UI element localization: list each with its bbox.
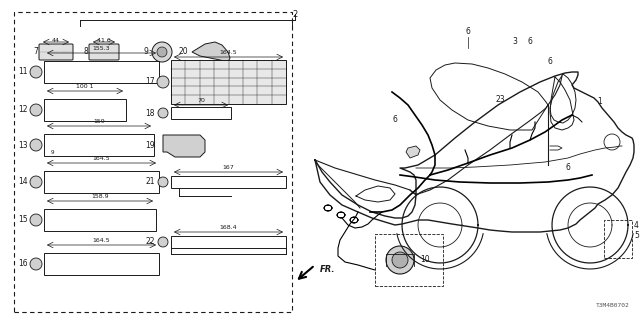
Circle shape [157, 47, 167, 57]
Circle shape [30, 139, 42, 151]
Text: 6: 6 [392, 116, 397, 124]
Text: 19: 19 [145, 141, 155, 150]
Polygon shape [406, 146, 420, 158]
Text: 10: 10 [420, 255, 429, 265]
Circle shape [30, 104, 42, 116]
Text: 12: 12 [19, 106, 28, 115]
Text: 164.5: 164.5 [219, 50, 237, 55]
Bar [44, 209, 156, 231]
Circle shape [158, 237, 168, 247]
Text: 9: 9 [143, 47, 148, 57]
Text: 20: 20 [179, 47, 188, 57]
Text: T3M4B0702: T3M4B0702 [596, 303, 630, 308]
Polygon shape [163, 135, 205, 157]
Circle shape [30, 176, 42, 188]
Bar [375, 234, 443, 286]
Text: 6: 6 [548, 58, 552, 67]
Text: 9: 9 [51, 150, 54, 155]
Text: 164.5: 164.5 [93, 238, 110, 243]
Text: 5: 5 [634, 231, 639, 241]
Text: 6: 6 [465, 28, 470, 36]
Circle shape [604, 134, 620, 150]
Text: 155.3: 155.3 [93, 46, 110, 51]
Circle shape [158, 177, 168, 187]
Bar [44, 171, 159, 193]
Circle shape [30, 66, 42, 78]
Text: 13: 13 [19, 140, 28, 149]
Circle shape [30, 258, 42, 270]
Bar [604, 220, 632, 258]
Text: 159: 159 [93, 119, 105, 124]
Text: 22: 22 [145, 237, 155, 246]
Text: 6: 6 [527, 37, 532, 46]
Bar [44, 61, 159, 83]
Circle shape [392, 252, 408, 268]
Bar [44, 253, 159, 275]
FancyBboxPatch shape [89, 44, 119, 60]
Text: 41 6: 41 6 [97, 38, 111, 43]
Text: 8: 8 [83, 47, 88, 57]
Text: 44: 44 [52, 38, 60, 43]
Polygon shape [192, 42, 230, 62]
Bar [44, 99, 126, 121]
Text: 70: 70 [197, 98, 205, 103]
Text: 6: 6 [566, 164, 570, 172]
Text: 15: 15 [19, 215, 28, 225]
Bar [44, 134, 154, 156]
Circle shape [152, 42, 172, 62]
Text: 158.9: 158.9 [91, 194, 109, 199]
Bar [171, 236, 286, 248]
Text: 21: 21 [145, 178, 155, 187]
Circle shape [157, 76, 169, 88]
Circle shape [386, 246, 414, 274]
Text: 4: 4 [634, 220, 639, 229]
Text: 167: 167 [222, 165, 234, 170]
Text: 1: 1 [598, 98, 602, 107]
Text: 164.5: 164.5 [93, 156, 110, 161]
Circle shape [158, 108, 168, 118]
Bar [171, 60, 286, 104]
Text: 7: 7 [33, 47, 38, 57]
Bar [171, 107, 231, 119]
Text: 17: 17 [145, 77, 155, 86]
Text: 100 1: 100 1 [76, 84, 93, 89]
Text: 2: 2 [292, 10, 298, 19]
Text: 16: 16 [19, 260, 28, 268]
Bar [171, 176, 286, 188]
FancyBboxPatch shape [39, 44, 73, 60]
Circle shape [30, 214, 42, 226]
Text: 3: 3 [513, 37, 517, 46]
Text: 168.4: 168.4 [219, 225, 237, 230]
Bar [14, 12, 292, 312]
Text: 11: 11 [19, 68, 28, 76]
Text: 14: 14 [19, 178, 28, 187]
Text: 23: 23 [495, 95, 505, 105]
Text: FR.: FR. [320, 266, 335, 275]
Text: 18: 18 [145, 108, 155, 117]
